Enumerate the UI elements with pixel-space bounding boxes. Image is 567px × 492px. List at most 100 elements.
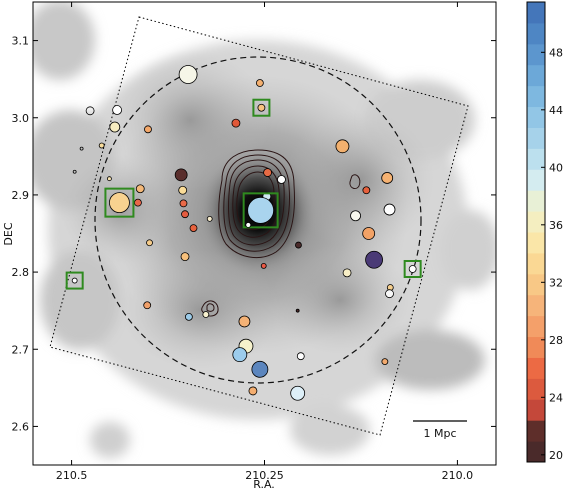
colorbar-segment (527, 211, 545, 233)
galaxy-point (296, 352, 305, 361)
galaxy-point (295, 308, 300, 313)
scale-bar: 1 Mpc (413, 420, 467, 440)
colorbar-segment (527, 441, 545, 463)
colorbar-tick-label: 48 (549, 46, 563, 59)
colorbar-tick-label: 36 (549, 219, 563, 232)
colorbar-segment (527, 43, 545, 66)
colorbar-segment (527, 22, 545, 45)
colorbar-tick-label: 40 (549, 161, 563, 174)
scale-bar-label: 1 Mpc (423, 427, 456, 440)
y-tick-label: 2.9 (12, 189, 30, 202)
galaxy-point (189, 224, 198, 232)
colorbar-segment (527, 2, 545, 24)
x-tick-label: 210.0 (442, 469, 474, 482)
galaxy-point (385, 289, 394, 299)
galaxy-point (335, 139, 350, 154)
galaxy-point (260, 263, 267, 269)
galaxy-point (362, 227, 376, 240)
axes: 210.5 210.25 210.0 2.6 2.7 2.8 2.9 3.0 3.1 (12, 2, 496, 482)
galaxy-point (238, 315, 251, 328)
y-axis-label: DEC (2, 222, 15, 245)
galaxy-point (362, 186, 371, 195)
colorbar-segment (527, 252, 545, 275)
colorbar-segment (527, 399, 545, 421)
galaxy-point (98, 142, 105, 149)
galaxy-point (144, 125, 152, 134)
galaxy-point (181, 210, 189, 219)
colorbar-segment (527, 148, 545, 170)
galaxy-point (245, 222, 252, 228)
galaxy-point (135, 184, 145, 194)
galaxy-point (178, 185, 188, 195)
galaxy-point (231, 118, 241, 128)
galaxy-point (143, 301, 152, 310)
x-axis-label: R.A. (253, 478, 275, 491)
colorbar-segment (527, 190, 545, 212)
galaxy-point (202, 311, 210, 318)
colorbar-tick-label: 20 (549, 449, 563, 462)
galaxy-point (381, 172, 394, 184)
galaxy-markers (65, 65, 422, 401)
survey-footprint (49, 16, 469, 436)
y-tick-label: 3.0 (12, 112, 30, 125)
galaxy-point (290, 385, 306, 401)
galaxy-box (104, 187, 135, 218)
galaxy-point (180, 252, 190, 262)
galaxy-point (146, 239, 153, 247)
colorbar-segment (527, 127, 545, 149)
galaxy-point (112, 105, 123, 115)
colorbar-tick-label: 24 (549, 391, 563, 404)
dashed-circle (94, 56, 422, 384)
galaxy-point (109, 121, 121, 133)
galaxy-point (85, 106, 95, 116)
galaxy-point (381, 358, 389, 365)
galaxy-box (65, 271, 84, 290)
galaxy-point (174, 168, 188, 182)
galaxy-point (277, 175, 286, 184)
galaxy-point (247, 196, 275, 224)
colorbar-segment (527, 357, 545, 379)
galaxy-point (206, 215, 213, 222)
galaxy-point (106, 176, 112, 182)
galaxy-point (109, 192, 130, 214)
y-tick-label: 2.7 (12, 343, 30, 356)
colorbar-tick-label: 28 (549, 334, 563, 347)
galaxy-point (251, 360, 269, 378)
galaxy-point (184, 312, 193, 321)
galaxy-box (252, 98, 271, 117)
colorbar-segment (527, 85, 545, 108)
galaxy-point (350, 210, 361, 222)
galaxy-point (295, 241, 302, 249)
colorbar-segment (527, 169, 545, 191)
colorbar-segment (527, 378, 545, 400)
colorbar-segment (527, 420, 545, 442)
galaxy-point (257, 103, 266, 112)
galaxy-point (408, 265, 417, 273)
galaxy-box (403, 259, 422, 278)
y-tick-label: 2.6 (12, 420, 30, 433)
galaxy-point (134, 198, 142, 207)
galaxy-point (72, 169, 77, 174)
y-tick-label: 3.1 (12, 35, 30, 48)
colorbar-segment (527, 273, 545, 296)
galaxy-point (383, 203, 396, 216)
galaxy-box (242, 192, 279, 229)
x-tick-label: 210.5 (56, 469, 88, 482)
galaxy-point (79, 146, 84, 151)
galaxy-point (263, 168, 272, 177)
colorbar-segment (527, 294, 545, 317)
colorbar-segment (527, 315, 545, 338)
galaxy-point (248, 386, 258, 396)
galaxy-point (179, 199, 188, 208)
colorbar-tick-label: 44 (549, 104, 563, 117)
colorbar-segment (527, 336, 545, 358)
galaxy-point (178, 65, 198, 84)
galaxy-point (255, 79, 264, 87)
galaxy-point (365, 250, 383, 269)
y-tick-label: 2.8 (12, 266, 30, 279)
colorbar-frame (526, 1, 546, 463)
colorbar: 20 24 28 32 36 40 44 48 (526, 1, 563, 463)
colorbar-segment (527, 232, 545, 254)
galaxy-point (232, 347, 248, 363)
